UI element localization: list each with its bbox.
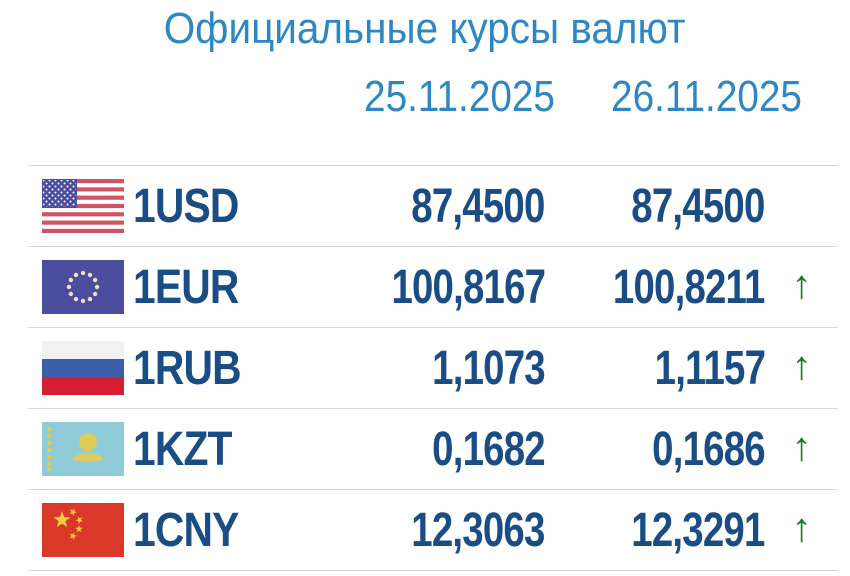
currency-code: 1CNY xyxy=(133,503,239,557)
trend-cell xyxy=(765,204,838,208)
flag-cell xyxy=(28,503,133,557)
rate-prev: 100,8167 xyxy=(391,260,546,314)
rate-row-usd: 1USD 87,4500 87,4500 xyxy=(28,165,838,246)
rate-row-rub: 1RUB 1,1073 1,1157 ↑ xyxy=(28,327,838,408)
rate-row-cny: 1CNY 12,3063 12,3291 ↑ xyxy=(28,489,838,571)
rate-prev: 1,1073 xyxy=(432,341,545,395)
us-flag-icon xyxy=(42,179,124,233)
rate-curr: 0,1686 xyxy=(652,422,765,476)
rate-prev: 87,4500 xyxy=(411,179,546,233)
currency-rates-page: Официальные курсы валют 25.11.2025 26.11… xyxy=(0,6,850,571)
date-column-curr: 26.11.2025 xyxy=(611,72,802,121)
rate-curr: 87,4500 xyxy=(631,179,766,233)
trend-up-icon: ↑ xyxy=(791,506,812,550)
currency-code: 1USD xyxy=(133,179,239,233)
rate-curr: 12,3291 xyxy=(631,503,766,557)
currency-code: 1RUB xyxy=(133,341,242,395)
date-column-prev: 25.11.2025 xyxy=(364,72,555,121)
trend-up-icon: ↑ xyxy=(791,344,812,388)
currency-code: 1EUR xyxy=(133,260,239,314)
flag-cell xyxy=(28,422,133,476)
rate-prev: 0,1682 xyxy=(432,422,545,476)
ru-flag-icon xyxy=(42,341,124,395)
rate-curr: 100,8211 xyxy=(613,260,765,314)
flag-cell xyxy=(28,341,133,395)
date-header-row: 25.11.2025 26.11.2025 xyxy=(28,72,838,121)
trend-up-icon: ↑ xyxy=(791,425,812,469)
page-title-text: Официальные курсы валют xyxy=(164,4,686,53)
rate-prev: 12,3063 xyxy=(411,503,546,557)
trend-up-icon: ↑ xyxy=(791,263,812,307)
cn-flag-icon xyxy=(42,503,124,557)
eu-flag-icon xyxy=(42,260,124,314)
currency-code: 1KZT xyxy=(133,422,232,476)
flag-cell xyxy=(28,260,133,314)
page-title: Официальные курсы валют xyxy=(0,6,850,52)
rate-curr: 1,1157 xyxy=(654,341,765,395)
rates-table: 1USD 87,4500 87,4500 xyxy=(28,165,838,571)
rate-row-eur: 1EUR 100,8167 100,8211 ↑ xyxy=(28,246,838,327)
kz-flag-icon xyxy=(42,422,124,476)
flag-cell xyxy=(28,179,133,233)
rate-row-kzt: 1KZT 0,1682 0,1686 ↑ xyxy=(28,408,838,489)
